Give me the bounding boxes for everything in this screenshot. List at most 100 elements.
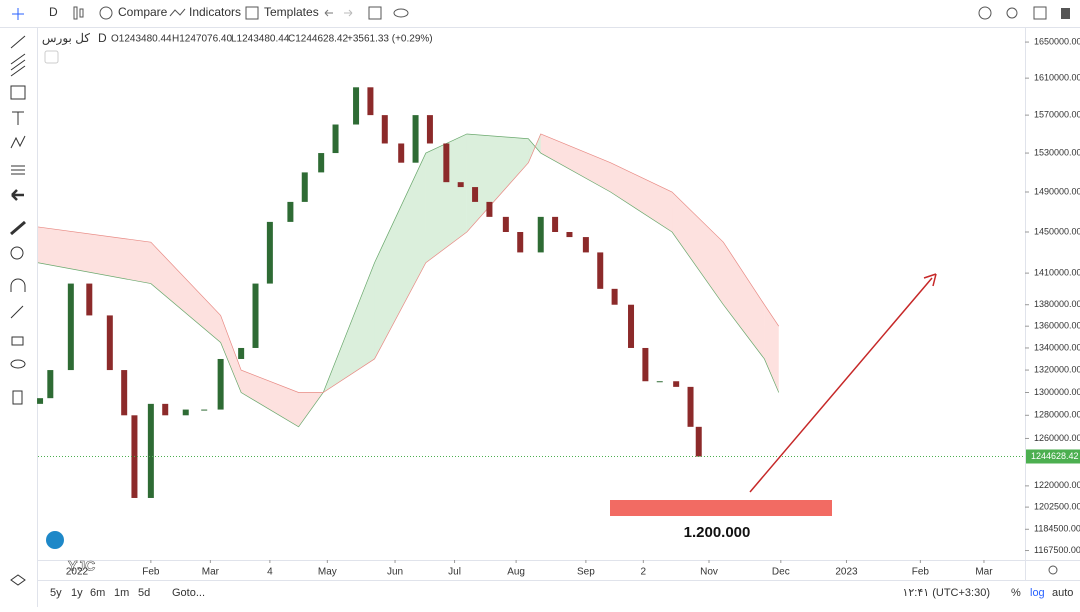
- fib-tool[interactable]: [10, 53, 26, 77]
- annotation: 1.200.000: [684, 524, 751, 541]
- pattern-tool[interactable]: [10, 135, 26, 149]
- y-tick-label: 1490000.00: [1034, 186, 1080, 196]
- candle-icon[interactable]: [73, 6, 78, 20]
- crosshair-tool[interactable]: [12, 8, 24, 20]
- x-tick-label: Mar: [975, 567, 993, 578]
- legend-toggle[interactable]: [44, 50, 59, 64]
- range-button[interactable]: 5y: [50, 587, 62, 599]
- x-tick-label: 2023: [835, 567, 858, 578]
- y-tick-label: 1340000.00: [1034, 342, 1080, 352]
- x-tick-label: Jun: [387, 567, 403, 578]
- y-tick-label: 1530000.00: [1034, 147, 1080, 157]
- indicators-icon[interactable]: [169, 8, 186, 17]
- candle-body: [656, 381, 663, 383]
- back-tool[interactable]: [11, 189, 24, 201]
- candle-body: [381, 115, 388, 144]
- auto-toggle[interactable]: auto: [1052, 587, 1073, 599]
- candle-body: [147, 403, 154, 498]
- y-tick-label: 1260000.00: [1034, 433, 1080, 443]
- x-tick-label: Aug: [507, 567, 525, 578]
- settings-button[interactable]: [978, 6, 992, 20]
- log-toggle[interactable]: log: [1030, 587, 1045, 599]
- candle-body: [37, 398, 44, 404]
- trendline-tool[interactable]: [10, 35, 26, 49]
- indicators-button[interactable]: Indicators: [189, 5, 241, 19]
- cloud-segment: [425, 133, 467, 263]
- compare-button[interactable]: Compare: [118, 5, 168, 19]
- remove-tool[interactable]: [12, 390, 23, 405]
- magnet-tool[interactable]: [10, 278, 26, 292]
- candle-body: [537, 216, 544, 253]
- range-button[interactable]: 5d: [138, 587, 150, 599]
- hide-button[interactable]: [393, 8, 409, 18]
- undo-button[interactable]: [324, 9, 333, 17]
- x-tick-label: 4: [267, 567, 273, 578]
- candle-body: [332, 124, 339, 154]
- last-price-box: [1026, 449, 1080, 464]
- cloud-segment: [540, 133, 611, 192]
- plot: [37, 87, 1025, 498]
- y-tick-label: 1320000.00: [1034, 364, 1080, 374]
- candle-body: [121, 370, 128, 416]
- candle-body: [597, 252, 604, 289]
- cloud-segment: [38, 226, 151, 284]
- cloud-segment: [672, 191, 724, 305]
- templates-icon[interactable]: [245, 6, 259, 20]
- y-tick-label: 1280000.00: [1034, 410, 1080, 420]
- candle-body: [582, 237, 589, 253]
- x-tick-label: May: [318, 567, 337, 578]
- interval-button[interactable]: D: [49, 5, 58, 19]
- candle-body: [611, 288, 618, 305]
- measure-tool[interactable]: [10, 220, 26, 236]
- candle-body: [67, 283, 74, 371]
- compare-icon[interactable]: [99, 6, 113, 20]
- y-tick-label: 1300000.00: [1034, 387, 1080, 397]
- candle-body: [266, 221, 273, 284]
- range-button[interactable]: 1y: [71, 587, 83, 599]
- goto-button[interactable]: Goto...: [172, 587, 205, 599]
- delete-button[interactable]: [1061, 8, 1070, 19]
- candle-body: [238, 347, 245, 359]
- symbol-name: کل بورس: [42, 31, 90, 45]
- candle-icon[interactable]: [79, 8, 84, 18]
- range-button[interactable]: 6m: [90, 587, 105, 599]
- y-tick-label: 1450000.00: [1034, 226, 1080, 236]
- y-tick-label: 1184500.00: [1034, 524, 1080, 534]
- candle-body: [201, 409, 208, 411]
- x-tick-label: Jul: [448, 567, 461, 578]
- axis-settings[interactable]: [1048, 565, 1058, 575]
- candle-body: [301, 172, 308, 202]
- x-tick-label: Sep: [577, 567, 595, 578]
- candle-body: [367, 87, 374, 116]
- y-tick-label: 1410000.00: [1034, 267, 1080, 277]
- candle-body: [412, 115, 419, 163]
- prediction-tool[interactable]: [11, 165, 25, 175]
- lock-tool[interactable]: [11, 336, 24, 346]
- candle-body: [673, 381, 680, 387]
- templates-button[interactable]: Templates: [264, 5, 319, 19]
- cloud-segment: [610, 162, 673, 232]
- shape-tool[interactable]: [10, 85, 26, 100]
- fullscreen-button[interactable]: [368, 6, 382, 20]
- x-tick-label: Feb: [142, 567, 160, 578]
- candle-body: [47, 370, 54, 399]
- zoom-tool[interactable]: [10, 246, 24, 260]
- watermark: YJC: [68, 558, 95, 574]
- share-button[interactable]: [1006, 7, 1018, 19]
- text-tool[interactable]: [12, 111, 24, 125]
- redo-button[interactable]: [344, 9, 353, 17]
- candle-body: [457, 182, 464, 188]
- cloud-segment: [220, 315, 242, 393]
- percent-toggle[interactable]: %: [1011, 587, 1021, 599]
- target-box: [610, 500, 832, 516]
- y-tick-label: 1650000.00: [1034, 36, 1080, 46]
- candle-body: [552, 216, 559, 232]
- x-tick-label: Mar: [202, 567, 220, 578]
- y-tick-label: 1167500.00: [1034, 545, 1080, 555]
- range-buttons: 5y 1y 6m 1m 5d: [50, 587, 150, 599]
- snapshot-button[interactable]: [1033, 6, 1047, 20]
- range-button[interactable]: 1m: [114, 587, 129, 599]
- layers-tool[interactable]: [10, 574, 26, 586]
- visibility-tool[interactable]: [10, 359, 26, 369]
- lock-drawing-tool[interactable]: [10, 305, 24, 319]
